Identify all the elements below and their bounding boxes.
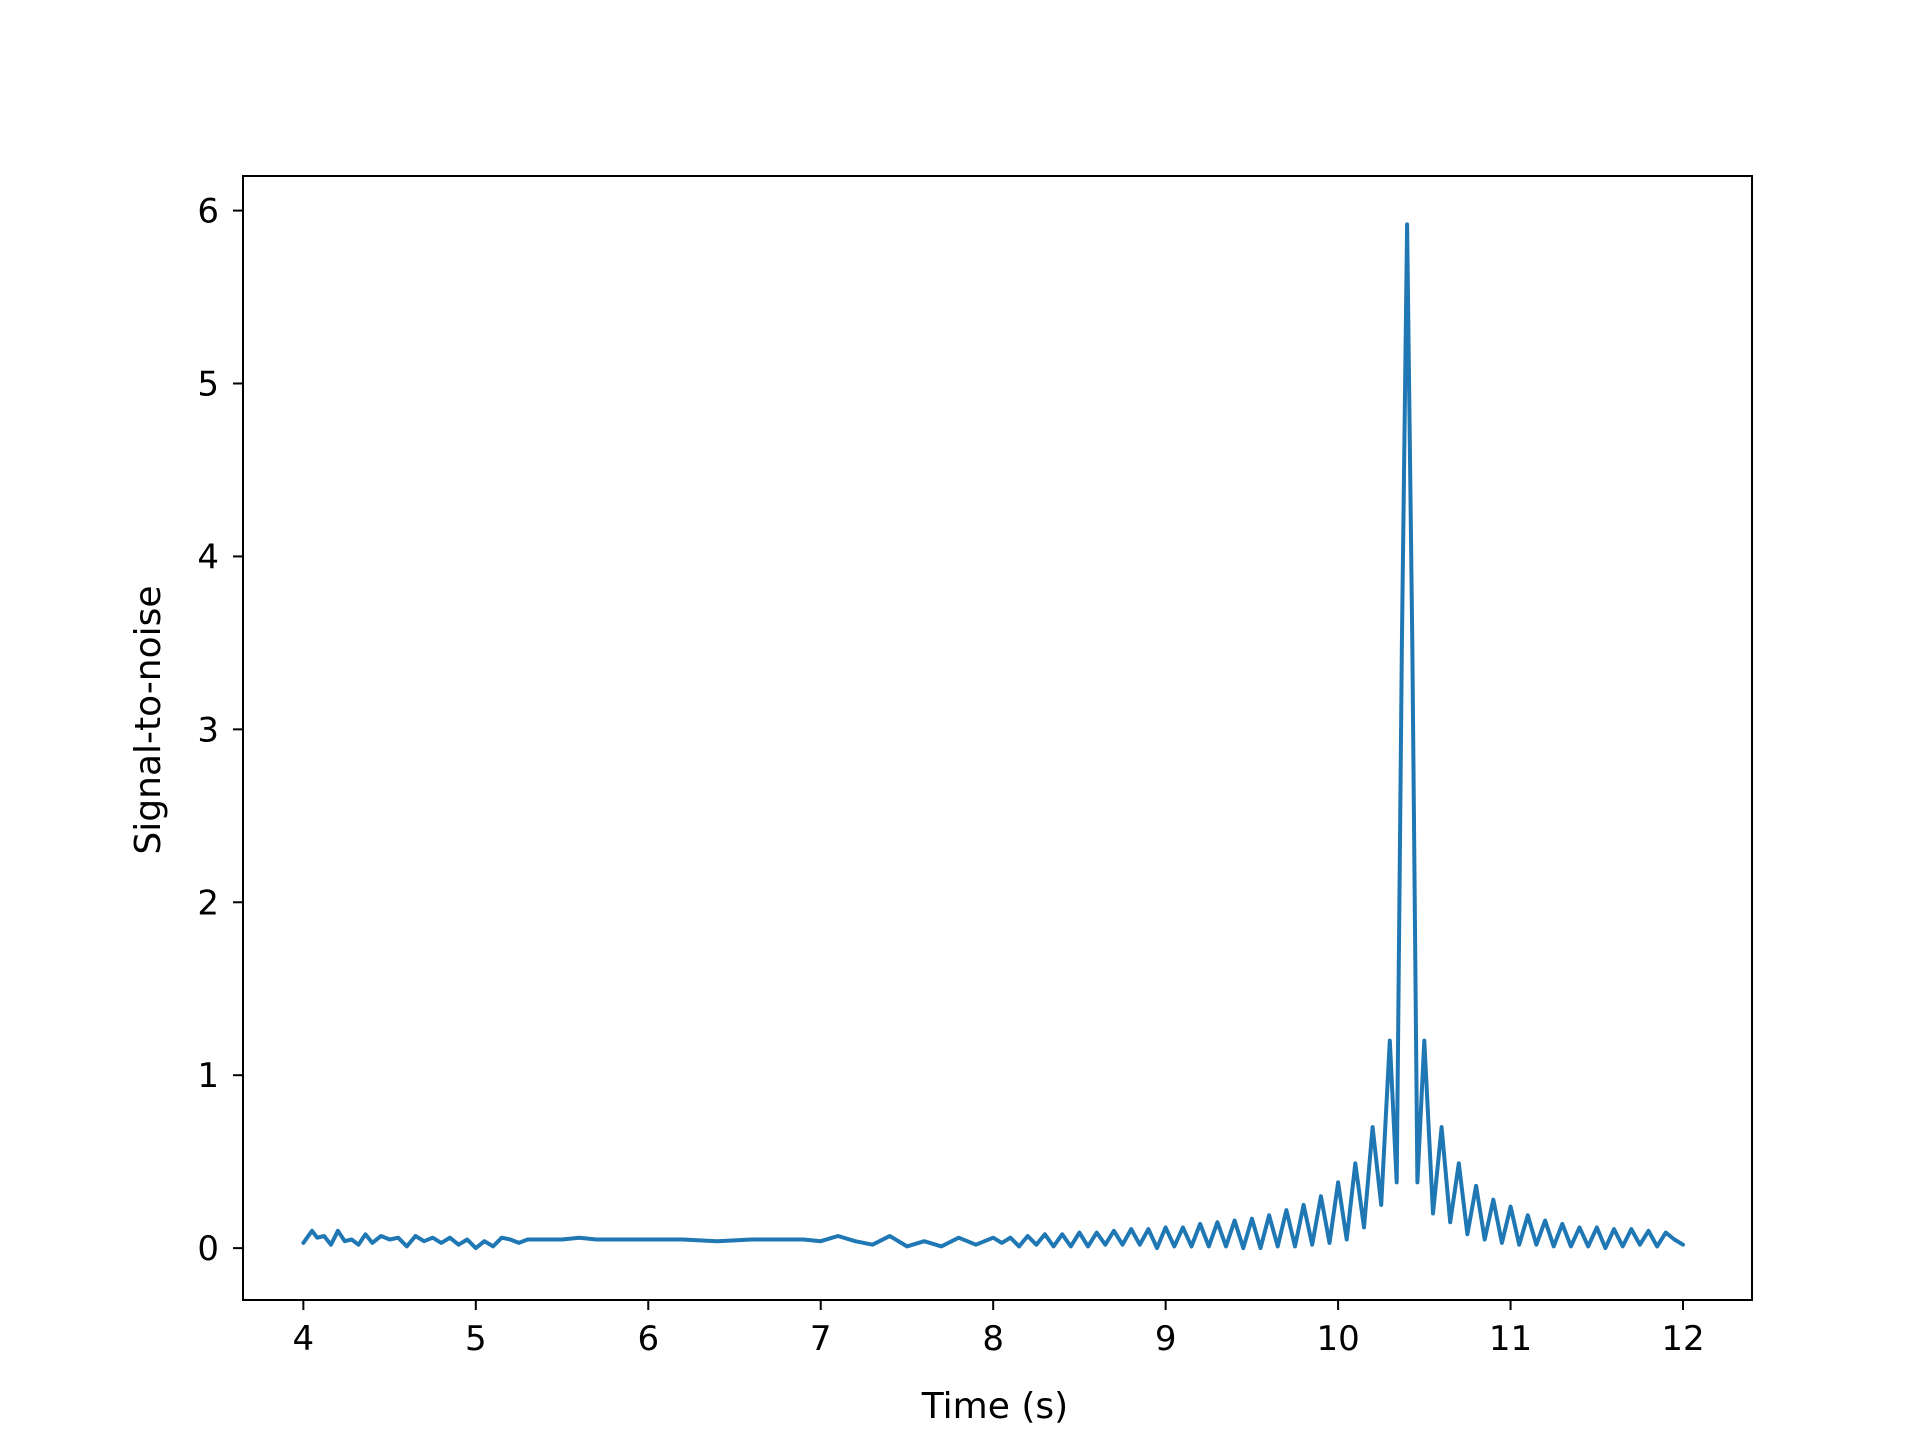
x-tick-label: 5	[465, 1319, 487, 1359]
x-tick-label: 6	[637, 1319, 659, 1359]
y-tick-label: 3	[197, 710, 219, 750]
x-tick-label: 12	[1661, 1319, 1704, 1359]
x-axis-label: Time (s)	[921, 1386, 1068, 1427]
x-tick-label: 4	[293, 1319, 315, 1359]
x-tick-label: 8	[982, 1319, 1004, 1359]
axes-frame	[242, 175, 1753, 1301]
x-tick-label: 7	[810, 1319, 832, 1359]
y-tick-label: 0	[197, 1229, 219, 1269]
series-line-0	[301, 222, 1685, 1251]
x-tick-label: 9	[1155, 1319, 1177, 1359]
x-tick-label: 10	[1316, 1319, 1359, 1359]
y-tick-label: 5	[197, 365, 219, 405]
y-tick-label: 4	[197, 537, 219, 577]
y-tick-label: 2	[197, 883, 219, 923]
y-tick-label: 1	[197, 1056, 219, 1096]
x-tick-label: 11	[1489, 1319, 1532, 1359]
y-axis-label: Signal-to-noise	[128, 585, 169, 854]
y-tick-label: 6	[197, 192, 219, 232]
plot-area	[242, 175, 1753, 1301]
